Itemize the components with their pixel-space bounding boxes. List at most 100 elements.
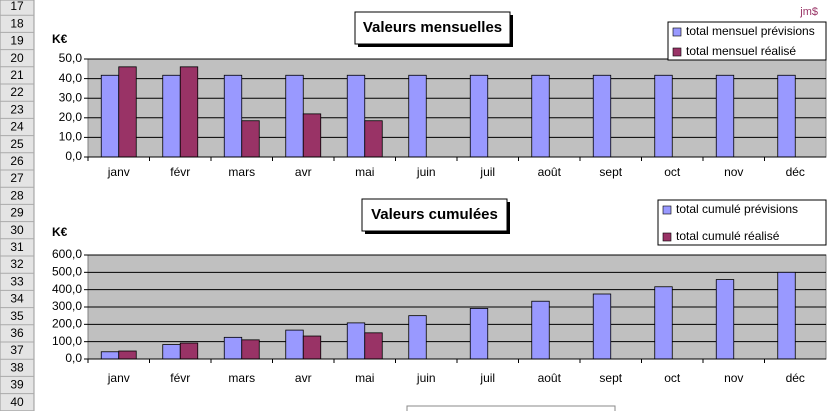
row-header: 17 (10, 0, 24, 13)
bar (100, 351, 120, 360)
cell-box (406, 405, 616, 411)
bar (302, 113, 322, 158)
row-header: 36 (10, 326, 24, 340)
bar (408, 74, 427, 158)
row-header: 24 (10, 120, 24, 134)
x-tick-label: déc (786, 165, 805, 179)
bar (531, 300, 550, 360)
x-tick-label: nov (724, 371, 743, 385)
x-tick-label: sept (599, 371, 622, 385)
signature: jm$ (799, 6, 818, 18)
y-tick-label: 0,0 (65, 351, 82, 365)
title-box (361, 198, 508, 232)
y-tick-label: 500,0 (52, 265, 82, 279)
bar (408, 315, 427, 360)
bar (592, 293, 612, 360)
legend-label: total mensuel réalisé (686, 44, 796, 58)
title-box (354, 11, 511, 45)
bar (364, 332, 383, 360)
x-tick-label: oct (664, 371, 681, 385)
bar (469, 74, 489, 158)
x-tick-label: avr (295, 371, 312, 385)
y-axis-label: K€ (52, 225, 68, 239)
x-tick-label: nov (724, 165, 743, 179)
y-tick-label: 50,0 (59, 51, 83, 65)
row-header: 22 (10, 85, 24, 99)
legend-swatch (662, 205, 672, 215)
bar (654, 74, 673, 158)
x-tick-label: janv (107, 371, 130, 385)
x-tick-label: mai (355, 165, 374, 179)
bar (223, 74, 243, 158)
x-tick-label: juin (416, 165, 436, 179)
y-axis-label: K€ (52, 32, 68, 46)
bar (100, 74, 120, 158)
row-header: 32 (10, 257, 24, 271)
row-header: 18 (10, 16, 24, 30)
x-tick-label: mai (355, 371, 374, 385)
legend-swatch (662, 232, 672, 242)
bar (162, 344, 181, 360)
row-header: 31 (10, 240, 24, 254)
bar (179, 66, 199, 158)
x-tick-label: août (538, 165, 562, 179)
legend-label: total cumulé réalisé (676, 229, 780, 243)
x-tick-label: août (538, 371, 562, 385)
x-tick-label: déc (786, 371, 805, 385)
bar (654, 286, 673, 360)
row-header: 25 (10, 137, 24, 151)
row-header: 23 (10, 102, 24, 116)
bar (241, 120, 260, 158)
bar (302, 335, 322, 360)
row-header: 40 (10, 395, 24, 409)
row-header: 35 (10, 309, 24, 323)
legend-label: total mensuel prévisions (686, 24, 815, 38)
x-tick-label: sept (599, 165, 622, 179)
row-header: 29 (10, 206, 24, 220)
row-header: 34 (10, 292, 24, 306)
legend-box (667, 21, 827, 61)
row-header: 27 (10, 171, 24, 185)
bar (118, 350, 137, 360)
plot-area (87, 58, 827, 158)
bar (241, 339, 260, 360)
bar (777, 74, 796, 158)
row-header: 20 (10, 51, 24, 65)
bar (469, 308, 489, 360)
bar (346, 322, 366, 360)
bar (531, 74, 550, 158)
bar (118, 66, 137, 158)
x-tick-label: juil (479, 371, 495, 385)
bar (346, 74, 366, 158)
row-header: 26 (10, 154, 24, 168)
row-header: 37 (10, 343, 24, 357)
row-header: 21 (10, 68, 24, 82)
x-tick-label: juin (416, 371, 436, 385)
row-header: 19 (10, 34, 24, 48)
bar (715, 74, 735, 158)
row-header: 39 (10, 378, 24, 392)
legend-box (657, 199, 827, 246)
bar (162, 74, 181, 158)
x-tick-label: mars (228, 371, 255, 385)
x-tick-label: juil (479, 165, 495, 179)
x-tick-label: mars (228, 165, 255, 179)
row-header: 33 (10, 274, 24, 288)
y-tick-label: 100,0 (52, 334, 82, 348)
legend-swatch (672, 47, 682, 57)
x-tick-label: févr (170, 371, 190, 385)
row-header: 38 (10, 360, 24, 374)
legend-label: total cumulé prévisions (676, 202, 798, 216)
y-tick-label: 40,0 (59, 71, 83, 85)
y-tick-label: 300,0 (52, 299, 82, 313)
y-tick-label: 20,0 (59, 110, 83, 124)
y-tick-label: 30,0 (59, 90, 83, 104)
x-tick-label: févr (170, 165, 190, 179)
row-header: 28 (10, 188, 24, 202)
y-tick-label: 400,0 (52, 282, 82, 296)
bar (592, 74, 612, 158)
x-tick-label: oct (664, 165, 681, 179)
y-tick-label: 600,0 (52, 247, 82, 261)
x-tick-label: janv (107, 165, 130, 179)
